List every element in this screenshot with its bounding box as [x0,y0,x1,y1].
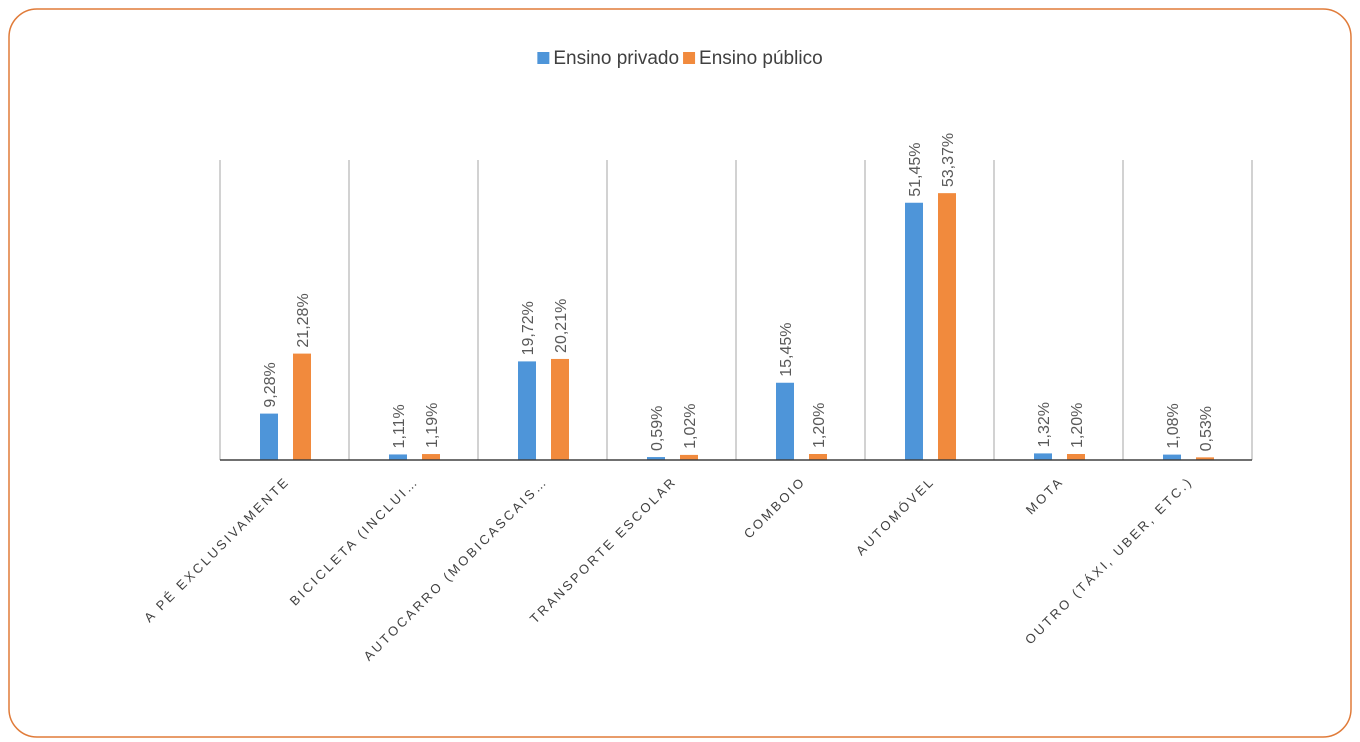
bar [551,358,569,460]
bar [422,454,440,460]
bar [776,382,794,460]
data-label: 9,28% [262,362,279,407]
data-label: 1,32% [1036,402,1053,447]
data-label: 1,08% [1165,403,1182,448]
bar [389,454,407,460]
x-tick-label: MOTA [1023,474,1067,518]
data-label: 1,20% [1069,403,1086,448]
data-label: 1,11% [391,404,408,448]
chart-border [8,8,1352,738]
data-label: 1,02% [682,404,699,449]
data-label: 51,45% [907,142,924,196]
bar [680,454,698,460]
x-tick-label: TRANSPORTE ESCOLAR [527,474,680,627]
legend-swatch [683,52,696,64]
x-tick-label: COMBOIO [741,474,809,542]
data-label: 0,59% [649,406,666,451]
data-label: 15,45% [778,322,795,376]
data-label: 20,21% [553,299,570,353]
bar [518,361,536,460]
bar [293,353,311,460]
bar [260,413,278,460]
data-label: 19,72% [520,301,537,355]
data-label: 53,37% [940,133,957,187]
bar [1067,454,1085,460]
bar [647,457,665,460]
x-tick-label: BICICLETA (INCLUI… [287,474,422,609]
data-label: 0,53% [1198,406,1215,451]
bar [1163,454,1181,460]
bar [809,454,827,460]
x-tick-label: A PÉ EXCLUSIVAMENTE [141,474,293,626]
legend-label: Ensino público [699,48,823,69]
bar [938,193,956,460]
data-label: 21,28% [295,293,312,347]
bar [905,202,923,460]
legend-label: Ensino privado [553,48,679,69]
bar [1034,453,1052,460]
x-tick-label: AUTOMÓVEL [853,474,938,559]
data-label: 1,19% [424,403,441,448]
bar [1196,457,1214,460]
data-label: 1,20% [811,403,828,448]
legend-swatch [537,52,550,64]
